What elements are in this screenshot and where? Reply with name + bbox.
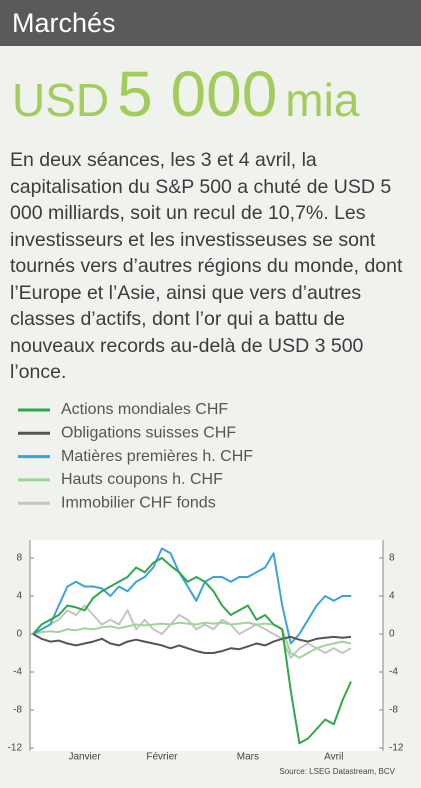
plot-background [30, 540, 383, 751]
series-line [32, 621, 352, 659]
y-tick-label: 8 [16, 553, 22, 564]
legend-label: Immobilier CHF fonds [61, 494, 216, 511]
legend-label: Hauts coupons h. CHF [61, 471, 223, 488]
y2-tick-label: 4 [389, 591, 395, 602]
legend-label: Actions mondiales CHF [61, 401, 228, 418]
headline-amount: 5 000 [117, 58, 278, 130]
x-tick-label: Mars [237, 752, 259, 763]
y-tick-label: -4 [13, 667, 22, 678]
y2-tick-label: 8 [389, 553, 395, 564]
y2-tick-label: 0 [389, 629, 395, 640]
legend-label: Matières premières h. CHF [61, 448, 253, 465]
legend-label: Obligations suisses CHF [61, 425, 236, 442]
header: Marchés [0, 0, 421, 46]
y-tick-label: -12 [8, 743, 23, 754]
y2-tick-label: -8 [389, 705, 398, 716]
series-line [32, 547, 351, 645]
headline: USD 5 000 mia [12, 54, 359, 152]
x-tick-label: Février [146, 752, 178, 763]
x-tick-label: Janvier [68, 752, 101, 763]
y-tick-label: 4 [16, 591, 22, 602]
headline-currency: USD [12, 74, 110, 126]
y-tick-label: 0 [16, 629, 22, 640]
body-text: En deux séances, les 3 et 4 avril, la ca… [10, 149, 403, 383]
headline-unit: mia [285, 74, 360, 126]
header-title: Marchés [12, 8, 116, 38]
series-line [32, 633, 352, 654]
x-tick-label: Avril [324, 752, 343, 763]
y2-tick-label: -4 [389, 667, 398, 678]
source: Source: LSEG Datastream, BCV [279, 767, 395, 776]
y-tick-label: -8 [13, 705, 22, 716]
series-line [32, 557, 352, 745]
y2-tick-label: -12 [389, 743, 404, 754]
chart: Actions mondiales CHF Obligations suisses… [8, 401, 404, 776]
